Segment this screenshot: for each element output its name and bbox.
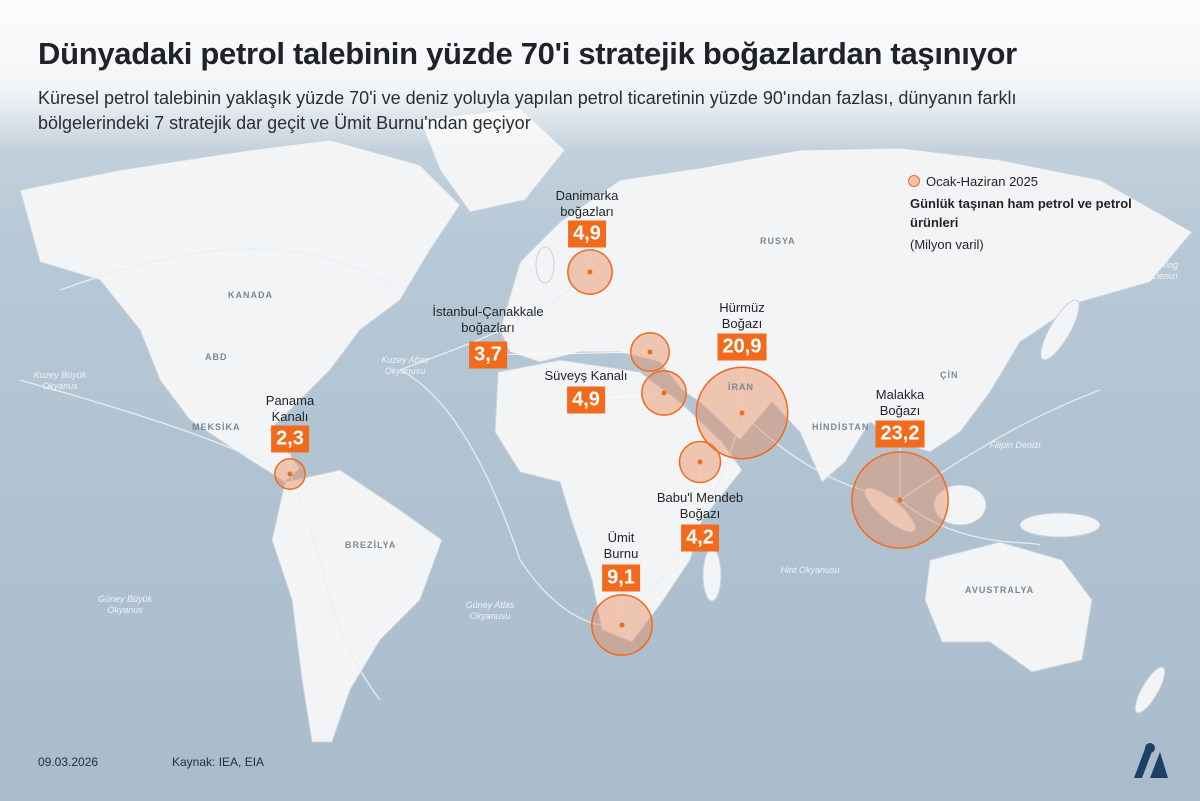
chokepoint-name: Hürmüz Boğazı — [719, 300, 765, 331]
sumatra — [864, 487, 916, 533]
chokepoint-name: Ümit Burnu — [603, 530, 639, 561]
country-label: BREZİLYA — [345, 540, 397, 550]
country-label: AVUSTRALYA — [965, 585, 1035, 595]
legend-period: Ocak-Haziran 2025 — [926, 174, 1038, 189]
legend-symbol — [908, 175, 920, 187]
australia — [924, 541, 1093, 673]
chokepoint-name: Babu'l Mendeb Boğazı — [656, 490, 744, 521]
date: 09.03.2026 — [38, 755, 99, 769]
new-zealand — [1134, 666, 1166, 714]
chokepoint-dot — [619, 622, 625, 628]
africa — [494, 359, 743, 643]
subtitle: Küresel petrol talebinin yaklaşık yüzde … — [38, 88, 1017, 133]
sea-label: Kuzey Büyük Okyanus — [33, 370, 87, 391]
chokepoint-dot — [287, 471, 293, 477]
chokepoint-dot — [587, 269, 593, 275]
legend-measure: Günlük taşınan ham petrol ve petrol ürün… — [910, 196, 1132, 230]
chokepoint-dot — [739, 410, 745, 416]
sea-label: Güney Büyük Okyanus — [97, 594, 153, 615]
chokepoint-dot — [661, 390, 667, 396]
chokepoint-name: İstanbul-Çanakkale boğazları — [432, 304, 544, 335]
route — [899, 499, 1041, 546]
japan — [1040, 299, 1080, 361]
chokepoint-name: Süveyş Kanalı — [544, 368, 628, 383]
country-label: İRAN — [728, 382, 754, 392]
new-guinea — [1019, 512, 1101, 538]
chokepoint-value: 23,2 — [875, 420, 925, 448]
chokepoint-value: 4,9 — [567, 386, 605, 414]
legend-unit: (Milyon varil) — [910, 237, 984, 252]
madagascar — [702, 548, 722, 602]
route — [399, 271, 591, 371]
uk — [535, 246, 555, 284]
legend: Ocak-Haziran 2025 Günlük taşınan ham pet… — [908, 172, 1150, 254]
chokepoint-dot — [897, 497, 903, 503]
chokepoint-dot — [697, 459, 703, 465]
chokepoint-value: 20,9 — [717, 333, 767, 361]
sea-label: Kuzey Atlas Okyanusu — [381, 355, 429, 376]
leader-line — [487, 351, 651, 356]
north-america — [19, 139, 461, 483]
chokepoint-value: 4,9 — [568, 220, 606, 248]
sea-label: Bering Denizi — [1151, 260, 1178, 281]
chokepoint-dot — [647, 349, 653, 355]
source: Kaynak: IEA, EIA — [172, 755, 265, 769]
route — [19, 379, 291, 475]
chokepoint-bubbles — [274, 233, 949, 656]
route — [289, 473, 381, 701]
country-label: HİNDİSTAN — [812, 422, 870, 432]
title-fade — [0, 0, 1200, 150]
chokepoint-name: Malakka Boğazı — [875, 387, 925, 418]
country-label: ÇİN — [940, 370, 959, 380]
continents — [19, 107, 1193, 743]
sea-label: Güney Atlas Okyanusu — [465, 600, 515, 621]
route — [59, 248, 401, 291]
eurasia — [499, 147, 1193, 483]
sea-label: Hint Okyanusu — [780, 565, 840, 575]
chokepoint-name: Danimarka boğazları — [555, 188, 619, 219]
chokepoint-value: 4,2 — [681, 524, 719, 552]
borneo — [933, 484, 987, 526]
country-label: ABD — [205, 352, 228, 362]
chokepoint-value: 3,7 — [469, 341, 507, 369]
title: Dünyadaki petrol talebinin yüzde 70'i st… — [38, 36, 1017, 71]
chokepoint-value: 9,1 — [602, 564, 640, 592]
sea-label: Filipin Denizi — [989, 440, 1041, 450]
country-label: MEKSİKA — [192, 422, 241, 432]
country-label: KANADA — [228, 290, 273, 300]
chokepoint-name: Panama Kanalı — [265, 393, 315, 424]
chokepoint-value: 2,3 — [271, 425, 309, 453]
country-label: RUSYA — [760, 236, 796, 246]
logo — [1134, 743, 1168, 778]
south-america — [271, 469, 443, 743]
